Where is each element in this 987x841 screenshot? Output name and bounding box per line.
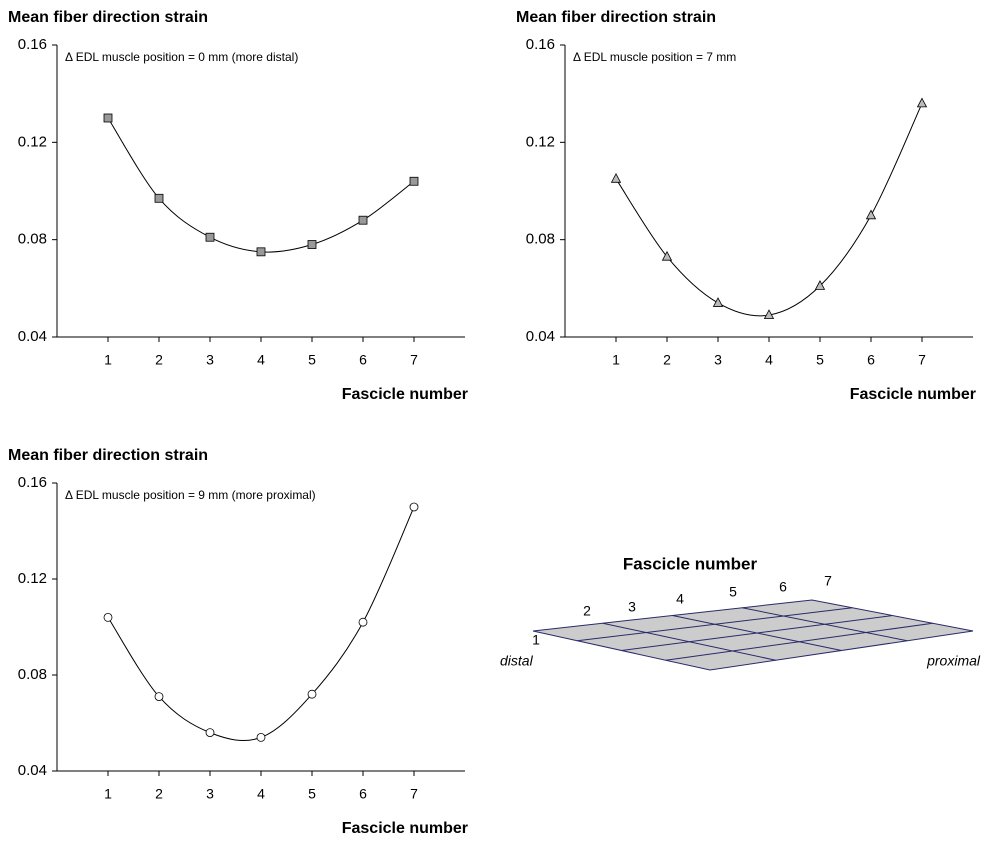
chart-panel: Mean fiber direction strain Δ EDL muscle …: [8, 447, 468, 837]
annotation: Δ EDL muscle position = 9 mm (more proxi…: [65, 488, 316, 502]
marker: [661, 250, 673, 261]
y-tick-label: 0.08: [18, 666, 47, 683]
marker: [712, 297, 724, 307]
marker: [307, 240, 317, 249]
marker: [154, 692, 164, 702]
marker: [103, 612, 113, 622]
marker: [256, 732, 266, 742]
marker: [205, 232, 215, 242]
x-tick-label: 2: [663, 352, 671, 368]
proximal-label: proximal: [926, 653, 981, 669]
x-tick-label: 6: [359, 352, 367, 368]
y-tick-label: 0.08: [526, 231, 555, 248]
marker: [610, 172, 622, 183]
marker: [307, 689, 317, 699]
x-tick-label: 2: [155, 786, 163, 802]
fascicle-diagram: Fascicle number distal proximal 1 2 3 4 5 6 7: [500, 554, 981, 671]
x-tick-label: 4: [257, 786, 265, 802]
fascicle-label: 7: [824, 573, 832, 589]
y-tick-label: 0.12: [18, 133, 47, 150]
x-tick-label: 5: [308, 352, 316, 368]
marker: [865, 209, 877, 220]
surface-grid: [665, 622, 933, 661]
x-tick-label: 2: [155, 352, 163, 368]
y-tick-label: 0.04: [526, 328, 555, 345]
marker: [409, 502, 419, 512]
chart-title: Mean fiber direction strain: [516, 9, 716, 26]
line: [107, 117, 415, 253]
x-tick-label: 7: [918, 352, 926, 368]
y-tick-label: 0.08: [18, 231, 47, 248]
surface: [532, 599, 974, 671]
x-tick-label: 5: [308, 786, 316, 802]
fascicle-label: 4: [676, 591, 684, 607]
fascicle-label: 1: [532, 632, 540, 648]
x-tick-label: 6: [359, 786, 367, 802]
x-tick-label: 6: [867, 352, 875, 368]
marker: [763, 309, 775, 319]
surface-grid: [577, 607, 853, 642]
marker: [916, 97, 928, 108]
x-tick-label: 3: [206, 786, 214, 802]
y-tick-label: 0.16: [526, 36, 555, 53]
marker: [814, 280, 826, 290]
line: [615, 103, 923, 317]
x-tick-label: 5: [816, 352, 824, 368]
marker: [358, 215, 368, 225]
x-tick-label: 3: [714, 352, 722, 368]
y-tick-label: 0.04: [18, 328, 47, 345]
line: [107, 506, 415, 741]
x-tick-label: 3: [206, 352, 214, 368]
fascicle-label: 5: [729, 584, 737, 600]
marker: [358, 617, 368, 627]
chart-title: Mean fiber direction strain: [8, 447, 208, 464]
marker: [256, 247, 266, 257]
fascicle-label: 3: [628, 599, 636, 615]
x-tick-label: 1: [104, 352, 112, 368]
marker: [205, 728, 215, 738]
chart-panel: Mean fiber direction strain Δ EDL muscle …: [516, 9, 976, 403]
y-tick-label: 0.16: [18, 36, 47, 53]
x-axis-label: Fascicle number: [342, 820, 468, 837]
x-tick-label: 1: [612, 352, 620, 368]
chart-title: Mean fiber direction strain: [8, 9, 208, 26]
fascicle-label: 2: [583, 603, 591, 619]
x-tick-label: 1: [104, 786, 112, 802]
y-tick-label: 0.16: [18, 474, 47, 491]
surface-grid: [621, 615, 893, 651]
x-axis-label: Fascicle number: [342, 386, 468, 403]
x-tick-label: 4: [765, 352, 773, 368]
diagram-title: Fascicle number: [623, 554, 758, 573]
marker: [409, 176, 419, 186]
annotation: Δ EDL muscle position = 0 mm (more dista…: [65, 50, 298, 64]
distal-label: distal: [500, 653, 534, 669]
y-tick-label: 0.04: [18, 762, 47, 779]
marker: [154, 193, 164, 203]
annotation: Δ EDL muscle position = 7 mm: [573, 50, 736, 64]
y-tick-label: 0.12: [526, 133, 555, 150]
fascicle-label: 6: [779, 579, 787, 595]
x-tick-label: 7: [410, 352, 418, 368]
chart-panel: Mean fiber direction strain Δ EDL muscle …: [8, 9, 468, 403]
x-tick-label: 4: [257, 352, 265, 368]
x-tick-label: 7: [410, 786, 418, 802]
marker: [103, 113, 113, 123]
y-tick-label: 0.12: [18, 570, 47, 587]
x-axis-label: Fascicle number: [850, 386, 976, 403]
